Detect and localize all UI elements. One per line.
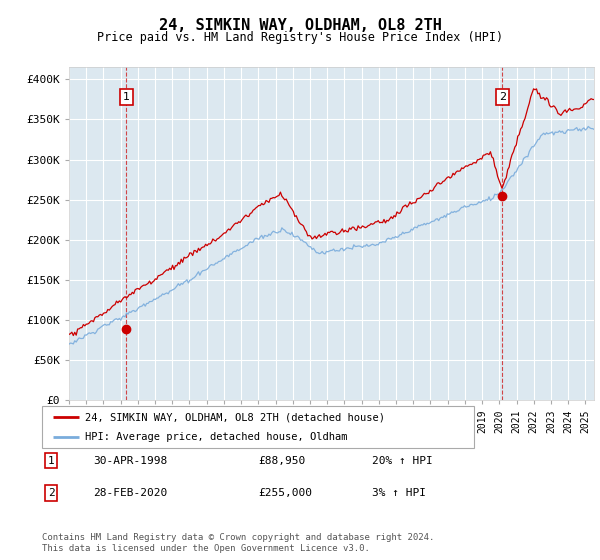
Text: 3% ↑ HPI: 3% ↑ HPI bbox=[372, 488, 426, 498]
Text: 20% ↑ HPI: 20% ↑ HPI bbox=[372, 455, 433, 465]
Text: 30-APR-1998: 30-APR-1998 bbox=[93, 455, 167, 465]
Text: 1: 1 bbox=[123, 92, 130, 102]
Text: Price paid vs. HM Land Registry's House Price Index (HPI): Price paid vs. HM Land Registry's House … bbox=[97, 31, 503, 44]
Text: £255,000: £255,000 bbox=[258, 488, 312, 498]
Text: 28-FEB-2020: 28-FEB-2020 bbox=[93, 488, 167, 498]
Text: 24, SIMKIN WAY, OLDHAM, OL8 2TH (detached house): 24, SIMKIN WAY, OLDHAM, OL8 2TH (detache… bbox=[85, 412, 385, 422]
Text: 2: 2 bbox=[499, 92, 506, 102]
Text: HPI: Average price, detached house, Oldham: HPI: Average price, detached house, Oldh… bbox=[85, 432, 348, 442]
FancyBboxPatch shape bbox=[42, 406, 474, 448]
Text: Contains HM Land Registry data © Crown copyright and database right 2024.
This d: Contains HM Land Registry data © Crown c… bbox=[42, 533, 434, 553]
Text: 24, SIMKIN WAY, OLDHAM, OL8 2TH: 24, SIMKIN WAY, OLDHAM, OL8 2TH bbox=[158, 18, 442, 33]
Text: 1: 1 bbox=[47, 455, 55, 465]
Text: £88,950: £88,950 bbox=[258, 455, 305, 465]
Text: 2: 2 bbox=[47, 488, 55, 498]
